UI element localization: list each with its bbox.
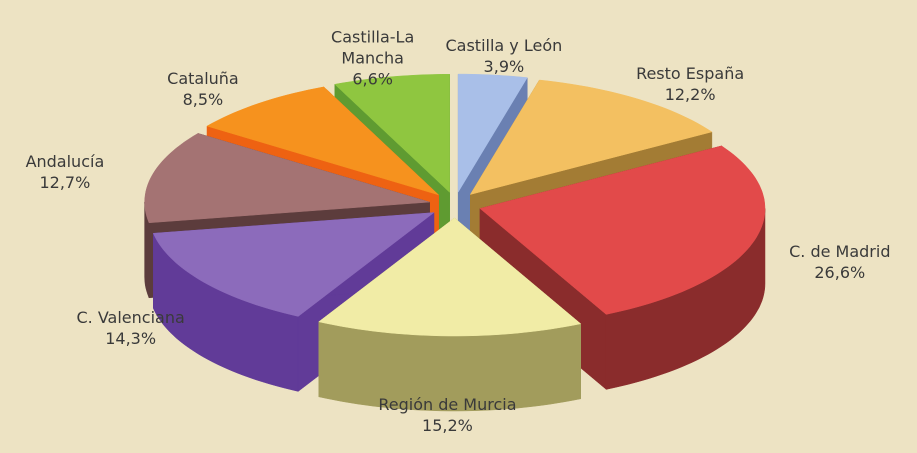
value-label: 12,2% — [664, 84, 716, 104]
slice-label: Castilla y León 3,9% — [414, 35, 594, 77]
slice-top — [206, 86, 439, 196]
slice-label: Andalucía 12,7% — [0, 151, 155, 193]
value-label: 3,9% — [483, 57, 525, 77]
slice-top — [479, 145, 766, 315]
category-label: C. Valenciana — [76, 307, 185, 327]
slice — [318, 217, 582, 412]
category-label: Castilla y León — [445, 36, 563, 56]
slice-top — [457, 73, 528, 193]
category-label: Castilla-La Mancha — [331, 27, 415, 68]
value-label: 26,6% — [814, 263, 866, 283]
slice-top — [334, 74, 450, 193]
value-label: 14,3% — [105, 328, 157, 348]
category-label: Cataluña — [167, 68, 239, 88]
slice-label: Región de Murcia 15,2% — [357, 394, 537, 436]
slice-top — [152, 212, 435, 317]
category-label: Resto España — [636, 63, 745, 83]
category-label: Región de Murcia — [378, 394, 517, 414]
slice-label: Castilla-La Mancha 6,6% — [283, 27, 463, 90]
value-label: 15,2% — [422, 415, 473, 435]
category-label: Andalucía — [25, 151, 105, 171]
slice-label: Cataluña 8,5% — [113, 68, 293, 110]
slice-top — [318, 217, 582, 337]
value-label: 12,7% — [39, 172, 91, 192]
value-label: 8,5% — [182, 89, 224, 109]
slice-label: C. Valenciana 14,3% — [41, 307, 221, 349]
slice-top — [469, 79, 713, 195]
value-label: 6,6% — [352, 69, 393, 89]
category-label: C. de Madrid — [789, 242, 891, 262]
slice-label: Resto España 12,2% — [600, 63, 780, 105]
slice-top — [144, 133, 430, 224]
slice-label: C. de Madrid 26,6% — [750, 241, 917, 283]
